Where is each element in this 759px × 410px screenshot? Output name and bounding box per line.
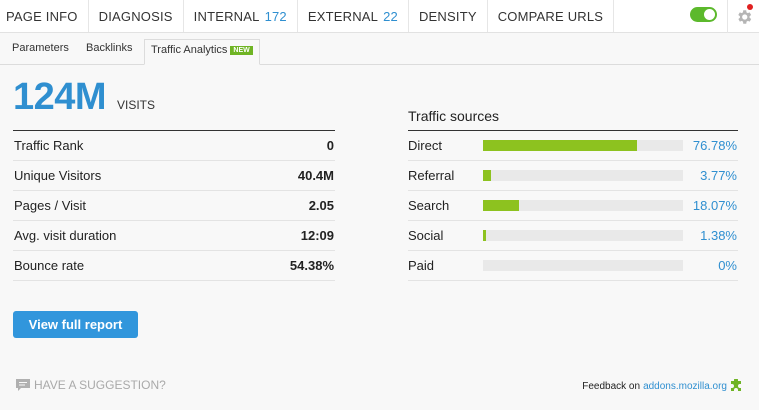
tab-internal[interactable]: INTERNAL 172 [184, 0, 298, 32]
tab-label: COMPARE URLS [497, 8, 604, 24]
puzzle-piece-icon[interactable] [729, 379, 743, 393]
tab-label: DENSITY [418, 8, 477, 24]
source-bar-fill [483, 140, 637, 151]
source-label: Paid [408, 258, 435, 273]
stat-label: Avg. visit duration [14, 228, 117, 243]
addons-link[interactable]: addons.mozilla.org [643, 381, 727, 392]
feedback-prefix: Feedback on [582, 381, 641, 392]
toggle-knob [704, 9, 715, 20]
tab-external[interactable]: EXTERNAL 22 [298, 0, 409, 32]
stat-row: Avg. visit duration 12:09 [13, 221, 335, 251]
tab-label: EXTERNAL [307, 8, 379, 24]
source-bar-track [483, 230, 683, 241]
subtab-backlinks[interactable]: Backlinks [86, 42, 133, 54]
stat-value: 54.38% [289, 258, 334, 273]
source-bar-fill [483, 230, 486, 241]
source-bar-fill [483, 170, 491, 181]
settings-button[interactable] [727, 0, 759, 33]
stat-value: 12:09 [300, 228, 334, 243]
tab-label: DIAGNOSIS [98, 8, 173, 24]
stat-value: 0 [326, 138, 334, 153]
stat-row: Unique Visitors 40.4M [13, 161, 335, 191]
source-label: Search [408, 198, 450, 213]
stat-value: 2.05 [308, 198, 334, 213]
tab-label: PAGE INFO [6, 8, 78, 24]
new-badge: NEW [230, 46, 253, 55]
top-nav: PAGE INFO DIAGNOSIS INTERNAL 172 EXTERNAL… [0, 0, 759, 33]
stat-label: Unique Visitors [14, 168, 102, 183]
tab-compare-urls[interactable]: COMPARE URLS [488, 0, 615, 32]
stat-label: Bounce rate [14, 258, 85, 273]
source-bar-track [483, 260, 683, 271]
source-percent: 18.07% [692, 198, 737, 213]
traffic-sources-title: Traffic sources [408, 108, 500, 124]
enable-toggle[interactable] [690, 7, 717, 22]
source-row: Direct 76.78% [408, 131, 738, 161]
stat-label: Pages / Visit [14, 198, 87, 213]
tab-label: INTERNAL [193, 8, 260, 24]
tab-page-info[interactable]: PAGE INFO [0, 0, 89, 32]
feedback-line: Feedback on addons.mozilla.org [582, 381, 727, 392]
source-bar-track [483, 170, 683, 181]
visits-label: VISITS [117, 98, 156, 112]
stat-row: Pages / Visit 2.05 [13, 191, 335, 221]
source-bar-fill [483, 200, 520, 211]
notification-dot [747, 4, 753, 10]
stat-value: 40.4M [297, 168, 334, 183]
suggestion-label: HAVE A SUGGESTION? [34, 378, 166, 392]
source-row: Social 1.38% [408, 221, 738, 251]
source-label: Direct [408, 138, 442, 153]
tab-count: 172 [264, 8, 287, 24]
source-bar-track [483, 200, 683, 211]
source-percent: 3.77% [700, 168, 737, 183]
subtab-label: Traffic Analytics [151, 44, 228, 56]
stat-label: Traffic Rank [14, 138, 84, 153]
subtab-bar: Parameters Backlinks Traffic Analytics NE… [0, 33, 759, 65]
source-label: Social [408, 228, 444, 243]
source-bar-track [483, 140, 683, 151]
suggestion-link[interactable]: HAVE A SUGGESTION? [15, 378, 166, 392]
source-row: Search 18.07% [408, 191, 738, 221]
source-label: Referral [408, 168, 455, 183]
tab-diagnosis[interactable]: DIAGNOSIS [89, 0, 184, 32]
gear-icon [737, 9, 751, 24]
tab-density[interactable]: DENSITY [409, 0, 488, 32]
source-percent: 76.78% [692, 138, 737, 153]
stats-table: Traffic Rank 0 Unique Visitors 40.4M Pages… [13, 130, 335, 281]
stat-row: Bounce rate 54.38% [13, 251, 335, 281]
source-percent: 0% [718, 258, 737, 273]
speech-bubble-icon [16, 379, 30, 391]
stat-row: Traffic Rank 0 [13, 131, 335, 161]
source-percent: 1.38% [700, 228, 737, 243]
view-full-report-button[interactable]: View full report [13, 311, 138, 338]
source-row: Referral 3.77% [408, 161, 738, 191]
source-row: Paid 0% [408, 251, 738, 281]
traffic-sources-table: Direct 76.78% Referral 3.77% Search 18.07% … [408, 130, 738, 281]
subtab-parameters[interactable]: Parameters [12, 42, 69, 54]
tab-count: 22 [383, 8, 398, 24]
visits-value: 124M [13, 76, 107, 118]
subtab-traffic-analytics[interactable]: Traffic Analytics NEW [144, 39, 260, 65]
